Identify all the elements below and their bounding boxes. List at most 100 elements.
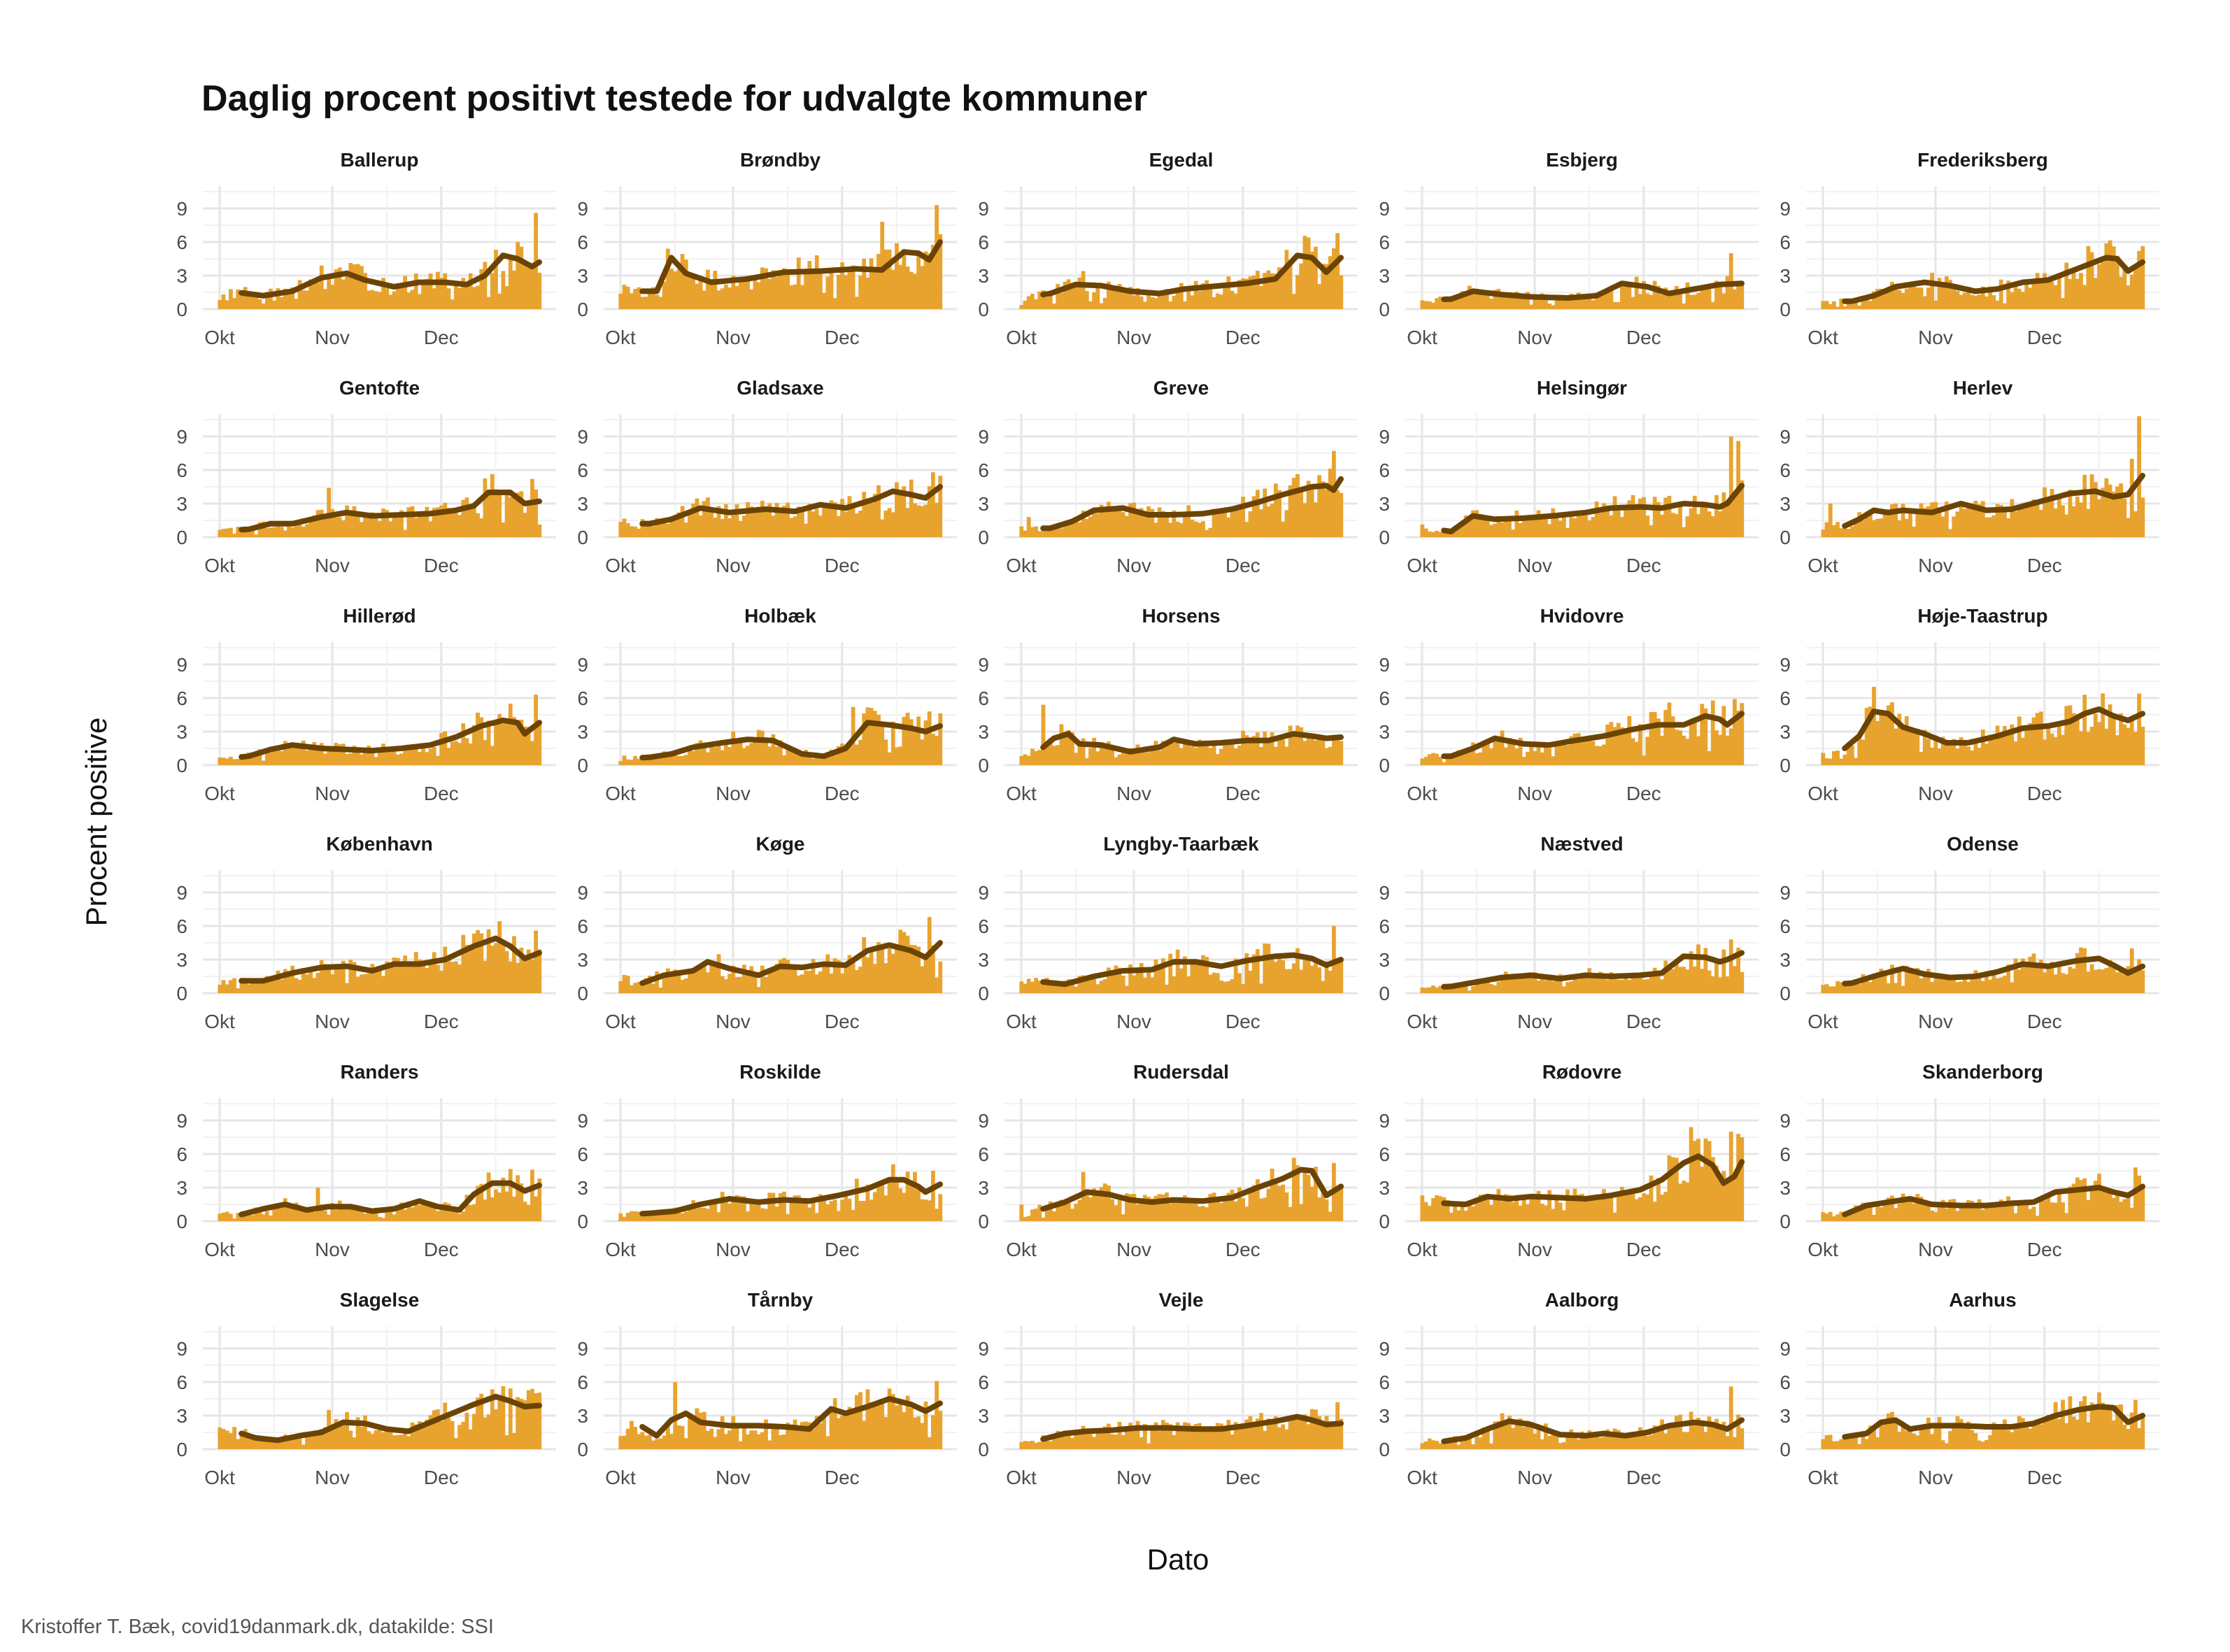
daily-bar xyxy=(844,1195,848,1221)
daily-bar xyxy=(637,759,641,765)
daily-bar xyxy=(2003,976,2007,993)
daily-bar xyxy=(713,1199,718,1221)
daily-bar xyxy=(1507,1195,1512,1221)
bars-group xyxy=(218,695,542,765)
daily-bar xyxy=(2137,693,2142,765)
daily-bar xyxy=(1048,980,1053,993)
daily-bar xyxy=(1212,972,1216,993)
daily-bar xyxy=(2111,1197,2116,1221)
daily-bar xyxy=(374,1207,378,1221)
daily-bar xyxy=(2086,732,2091,765)
daily-bar xyxy=(1642,1193,1646,1221)
daily-bar xyxy=(443,946,448,993)
daily-bar xyxy=(1685,1432,1690,1449)
daily-bar xyxy=(764,1419,768,1449)
daily-bar xyxy=(1139,296,1144,309)
daily-bar xyxy=(844,967,848,993)
x-tick-label: Nov xyxy=(1116,327,1151,348)
daily-bar xyxy=(637,981,641,993)
daily-bar xyxy=(1023,983,1028,993)
daily-bar xyxy=(804,523,809,537)
daily-bar xyxy=(1922,972,1927,993)
daily-bar xyxy=(446,1203,451,1221)
daily-bar xyxy=(1991,739,1996,765)
daily-bar xyxy=(1894,1208,1898,1221)
daily-bar xyxy=(2101,1191,2105,1221)
daily-bar xyxy=(2133,1167,2138,1221)
daily-bar xyxy=(464,738,469,765)
daily-bar xyxy=(1835,1441,1840,1449)
daily-bar xyxy=(337,517,342,537)
daily-bar xyxy=(1561,514,1566,537)
daily-bar xyxy=(836,515,841,537)
daily-bar xyxy=(508,1388,513,1449)
daily-bar xyxy=(1478,513,1483,537)
daily-bar xyxy=(883,511,888,537)
daily-bar xyxy=(1317,1197,1322,1221)
daily-bar xyxy=(818,1423,823,1449)
daily-bar xyxy=(2071,968,2076,993)
daily-bar xyxy=(287,522,291,537)
daily-bar xyxy=(1710,1423,1715,1449)
daily-bar xyxy=(1890,1411,1894,1449)
daily-bar xyxy=(1703,708,1708,765)
daily-bar xyxy=(468,944,473,993)
x-tick-label: Okt xyxy=(1407,1011,1437,1032)
daily-bar xyxy=(1872,291,1876,309)
daily-bar xyxy=(1594,746,1599,765)
daily-bar xyxy=(727,287,732,309)
daily-bar xyxy=(1277,1427,1281,1449)
daily-bar xyxy=(1868,1425,1873,1449)
daily-bar xyxy=(243,287,248,309)
daily-bar xyxy=(1037,291,1042,309)
daily-bar xyxy=(1521,295,1526,309)
daily-bar xyxy=(1248,970,1253,993)
daily-bar xyxy=(898,492,903,537)
daily-bar xyxy=(756,282,761,309)
daily-bar xyxy=(1190,1199,1195,1221)
daily-bar xyxy=(1631,977,1635,993)
daily-bar xyxy=(519,948,524,993)
daily-bar xyxy=(2038,960,2043,993)
daily-bar xyxy=(1944,978,1949,993)
daily-bar xyxy=(1977,294,1982,309)
daily-bar xyxy=(218,757,222,765)
daily-bar xyxy=(1857,734,1862,765)
daily-bar xyxy=(1565,982,1570,993)
daily-bar xyxy=(774,276,779,309)
daily-bar xyxy=(425,278,429,309)
panel-title: Randers xyxy=(340,1061,418,1083)
daily-bar xyxy=(832,1199,837,1221)
daily-bar xyxy=(1496,740,1501,765)
daily-bar xyxy=(1725,502,1730,537)
daily-bar xyxy=(1700,1167,1705,1221)
daily-bar xyxy=(269,980,273,993)
daily-bar xyxy=(1052,746,1056,765)
daily-bar xyxy=(655,756,660,765)
daily-bar xyxy=(869,258,874,309)
y-tick-label: 3 xyxy=(1379,493,1390,515)
daily-bar xyxy=(1482,1194,1486,1221)
daily-bar xyxy=(1649,1434,1654,1449)
daily-bar xyxy=(410,1422,415,1449)
daily-bar xyxy=(1041,1435,1046,1449)
daily-bar xyxy=(2013,741,2018,765)
daily-bar xyxy=(2082,285,2087,309)
daily-bar xyxy=(1579,1193,1584,1221)
daily-bar xyxy=(348,960,353,993)
x-tick-label: Nov xyxy=(716,555,751,576)
daily-bar xyxy=(1587,737,1592,765)
daily-bar xyxy=(1984,1439,1989,1449)
x-tick-label: Okt xyxy=(605,1467,636,1488)
daily-bar xyxy=(1703,288,1708,309)
x-tick-label: Okt xyxy=(1808,783,1838,804)
daily-bar xyxy=(490,1389,495,1449)
daily-bar xyxy=(935,205,939,309)
daily-bar xyxy=(1692,720,1697,765)
daily-bar xyxy=(1102,507,1107,537)
daily-bar xyxy=(1710,516,1715,537)
y-tick-label: 6 xyxy=(176,460,187,481)
daily-bar xyxy=(323,515,327,537)
